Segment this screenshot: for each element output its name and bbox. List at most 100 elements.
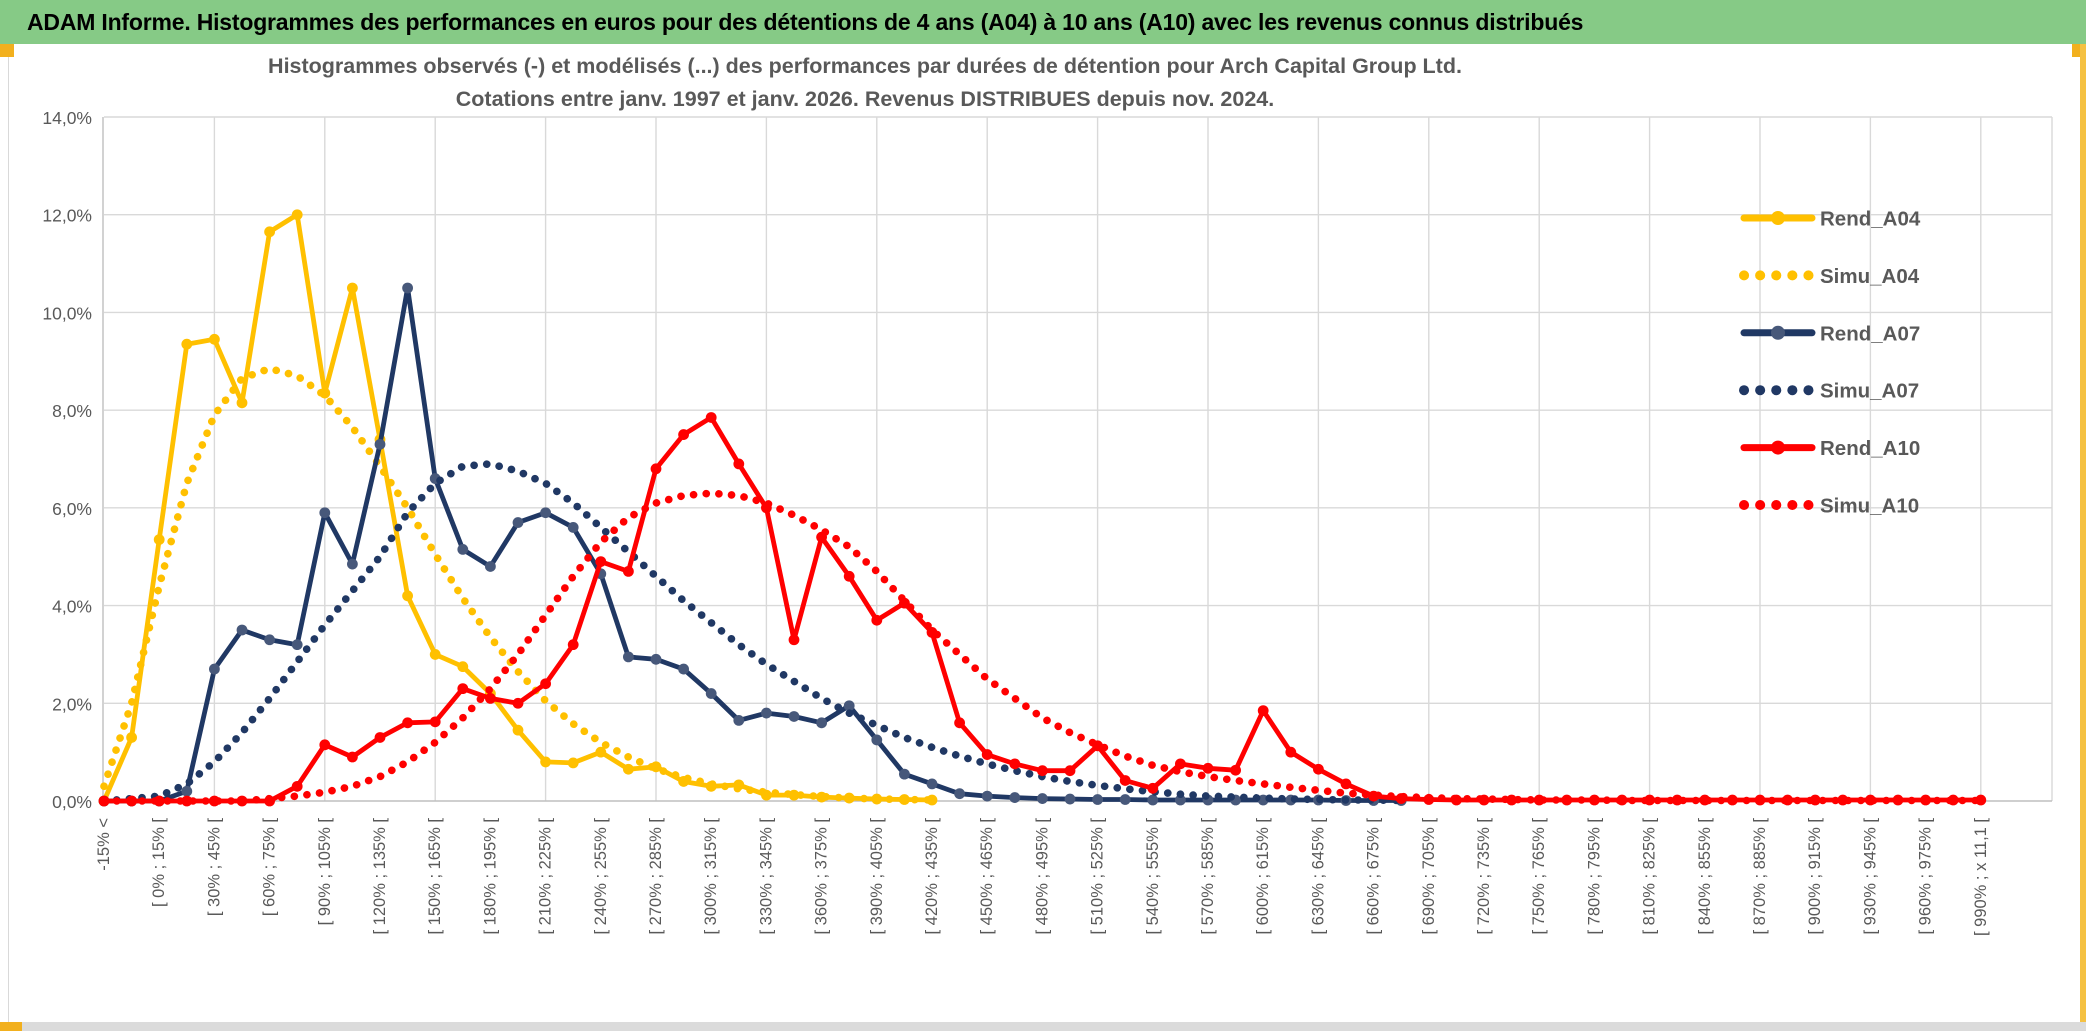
series-marker-rend_a07 [1119, 794, 1131, 805]
series-marker-rend_a07 [291, 639, 303, 651]
y-tick-label: 12,0% [42, 206, 92, 226]
x-tick-label: [ 90% ; 105% [ [316, 818, 334, 926]
x-tick-label: [ 810% ; 825% [ [1641, 818, 1659, 935]
series-marker-rend_a10 [1340, 778, 1352, 790]
series-line-rend_a07 [104, 285, 1402, 804]
series-marker-rend_a10 [1230, 764, 1241, 776]
series-marker-rend_a10 [733, 458, 745, 470]
y-tick-label: 6,0% [52, 499, 92, 519]
x-tick-label: [ 990% ; x 11,1 [ [1972, 818, 1990, 936]
legend-item-rend_a10[interactable]: Rend_A10 [1740, 437, 1920, 460]
series-marker-rend_a10 [567, 639, 579, 651]
y-tick-label: 8,0% [52, 401, 92, 421]
series-marker-rend_a10 [1064, 765, 1076, 777]
legend-marker-sample [1771, 440, 1785, 455]
series-marker-rend_a10 [678, 429, 689, 440]
series-marker-rend_a04 [264, 226, 275, 238]
series-marker-rend_a04 [209, 333, 220, 345]
x-tick-label: [ 450% ; 465% [ [978, 818, 996, 935]
series-marker-rend_a07 [788, 711, 800, 722]
series-marker-rend_a04 [402, 590, 413, 602]
series-marker-rend_a07 [512, 517, 524, 528]
x-tick-label: [ 600% ; 615% [ [1254, 818, 1272, 935]
series-line-simu_a07 [100, 460, 1405, 805]
series-marker-rend_a07 [981, 790, 993, 802]
legend-item-rend_a07[interactable]: Rend_A07 [1740, 322, 1920, 345]
series-marker-rend_a07 [319, 507, 331, 519]
x-tick-label: [ 480% ; 495% [ [1033, 818, 1051, 935]
y-tick-label: 2,0% [52, 694, 92, 714]
legend-label: Simu_A04 [1820, 265, 1920, 288]
legend-item-simu_a10[interactable]: Simu_A10 [1739, 495, 1919, 518]
x-tick-label: [ 150% ; 165% [ [426, 818, 444, 935]
series-marker-rend_a07 [1009, 792, 1021, 803]
x-tick-label: [ 30% ; 45% [ [205, 818, 223, 917]
series-marker-rend_a07 [705, 688, 717, 699]
series-marker-rend_a07 [1064, 793, 1076, 805]
series-marker-rend_a04 [457, 661, 469, 673]
legend-item-rend_a04[interactable]: Rend_A04 [1740, 208, 1921, 231]
series-marker-rend_a10 [374, 732, 386, 743]
x-tick-label: [ 690% ; 705% [ [1420, 818, 1438, 935]
series-marker-rend_a04 [126, 732, 137, 743]
series-marker-rend_a10 [650, 463, 662, 475]
y-tick-label: 4,0% [52, 597, 92, 617]
legend-label: Rend_A10 [1820, 437, 1920, 460]
legend-item-simu_a07[interactable]: Simu_A07 [1739, 380, 1919, 403]
series-marker-rend_a07 [567, 522, 579, 533]
series-marker-rend_a07 [540, 507, 551, 519]
series-marker-rend_a07 [1175, 794, 1186, 806]
x-tick-label: [ 840% ; 855% [ [1696, 818, 1714, 935]
bottom-scrollbar-band[interactable] [22, 1022, 2086, 1031]
series-marker-rend_a10 [485, 693, 496, 704]
series-marker-rend_a10 [595, 556, 607, 568]
x-tick-label: [ 300% ; 315% [ [702, 818, 720, 935]
series-marker-rend_a04 [512, 724, 524, 736]
data-series [98, 209, 1987, 807]
x-tick-label: [ 360% ; 375% [ [813, 818, 831, 935]
series-marker-rend_a07 [843, 700, 855, 712]
series-marker-rend_a07 [402, 282, 413, 294]
legend-item-simu_a04[interactable]: Simu_A04 [1739, 265, 1920, 288]
series-marker-rend_a10 [705, 412, 717, 423]
series-marker-rend_a07 [264, 634, 275, 646]
x-tick-label: [ 660% ; 675% [ [1365, 818, 1383, 935]
series-marker-rend_a07 [733, 714, 745, 726]
legend-label: Rend_A07 [1820, 322, 1920, 345]
series-marker-rend_a10 [1175, 758, 1186, 770]
series-marker-rend_a07 [1147, 794, 1159, 806]
series-marker-rend_a10 [540, 678, 551, 690]
x-tick-label: [ 60% ; 75% [ [261, 818, 279, 917]
accent-corner-bottom-left [0, 1022, 22, 1031]
series-marker-rend_a10 [347, 751, 358, 763]
series-marker-rend_a04 [540, 756, 551, 768]
accent-right-strip [2080, 44, 2086, 1031]
series-marker-rend_a07 [1037, 793, 1048, 804]
gridlines [104, 116, 2053, 801]
series-marker-rend_a04 [181, 338, 193, 350]
series-marker-rend_a07 [899, 768, 910, 780]
series-marker-rend_a07 [457, 543, 469, 555]
series-marker-rend_a10 [623, 565, 634, 577]
series-marker-rend_a07 [181, 785, 193, 797]
x-tick-label: [ 120% ; 135% [ [371, 818, 389, 935]
series-marker-rend_a04 [236, 397, 248, 409]
legend-label: Rend_A04 [1820, 208, 1921, 231]
series-marker-rend_a07 [650, 653, 662, 665]
legend-marker-sample [1771, 211, 1785, 225]
series-marker-rend_a04 [291, 209, 303, 221]
series-marker-rend_a07 [1092, 794, 1103, 805]
x-tick-label: [ 210% ; 225% [ [537, 818, 555, 935]
x-tick-label: [ 510% ; 525% [ [1089, 818, 1107, 935]
series-marker-rend_a10 [402, 717, 413, 729]
x-tick-label: [ 960% ; 975% [ [1917, 818, 1935, 935]
series-marker-rend_a10 [871, 614, 883, 626]
x-tick-label: [ 870% ; 885% [ [1751, 818, 1769, 935]
series-marker-rend_a07 [209, 663, 220, 675]
y-tick-label: 10,0% [42, 303, 92, 323]
series-marker-rend_a10 [954, 717, 965, 729]
page-title-banner: ADAM Informe. Histogrammes des performan… [0, 0, 2086, 44]
series-marker-rend_a07 [816, 717, 827, 729]
